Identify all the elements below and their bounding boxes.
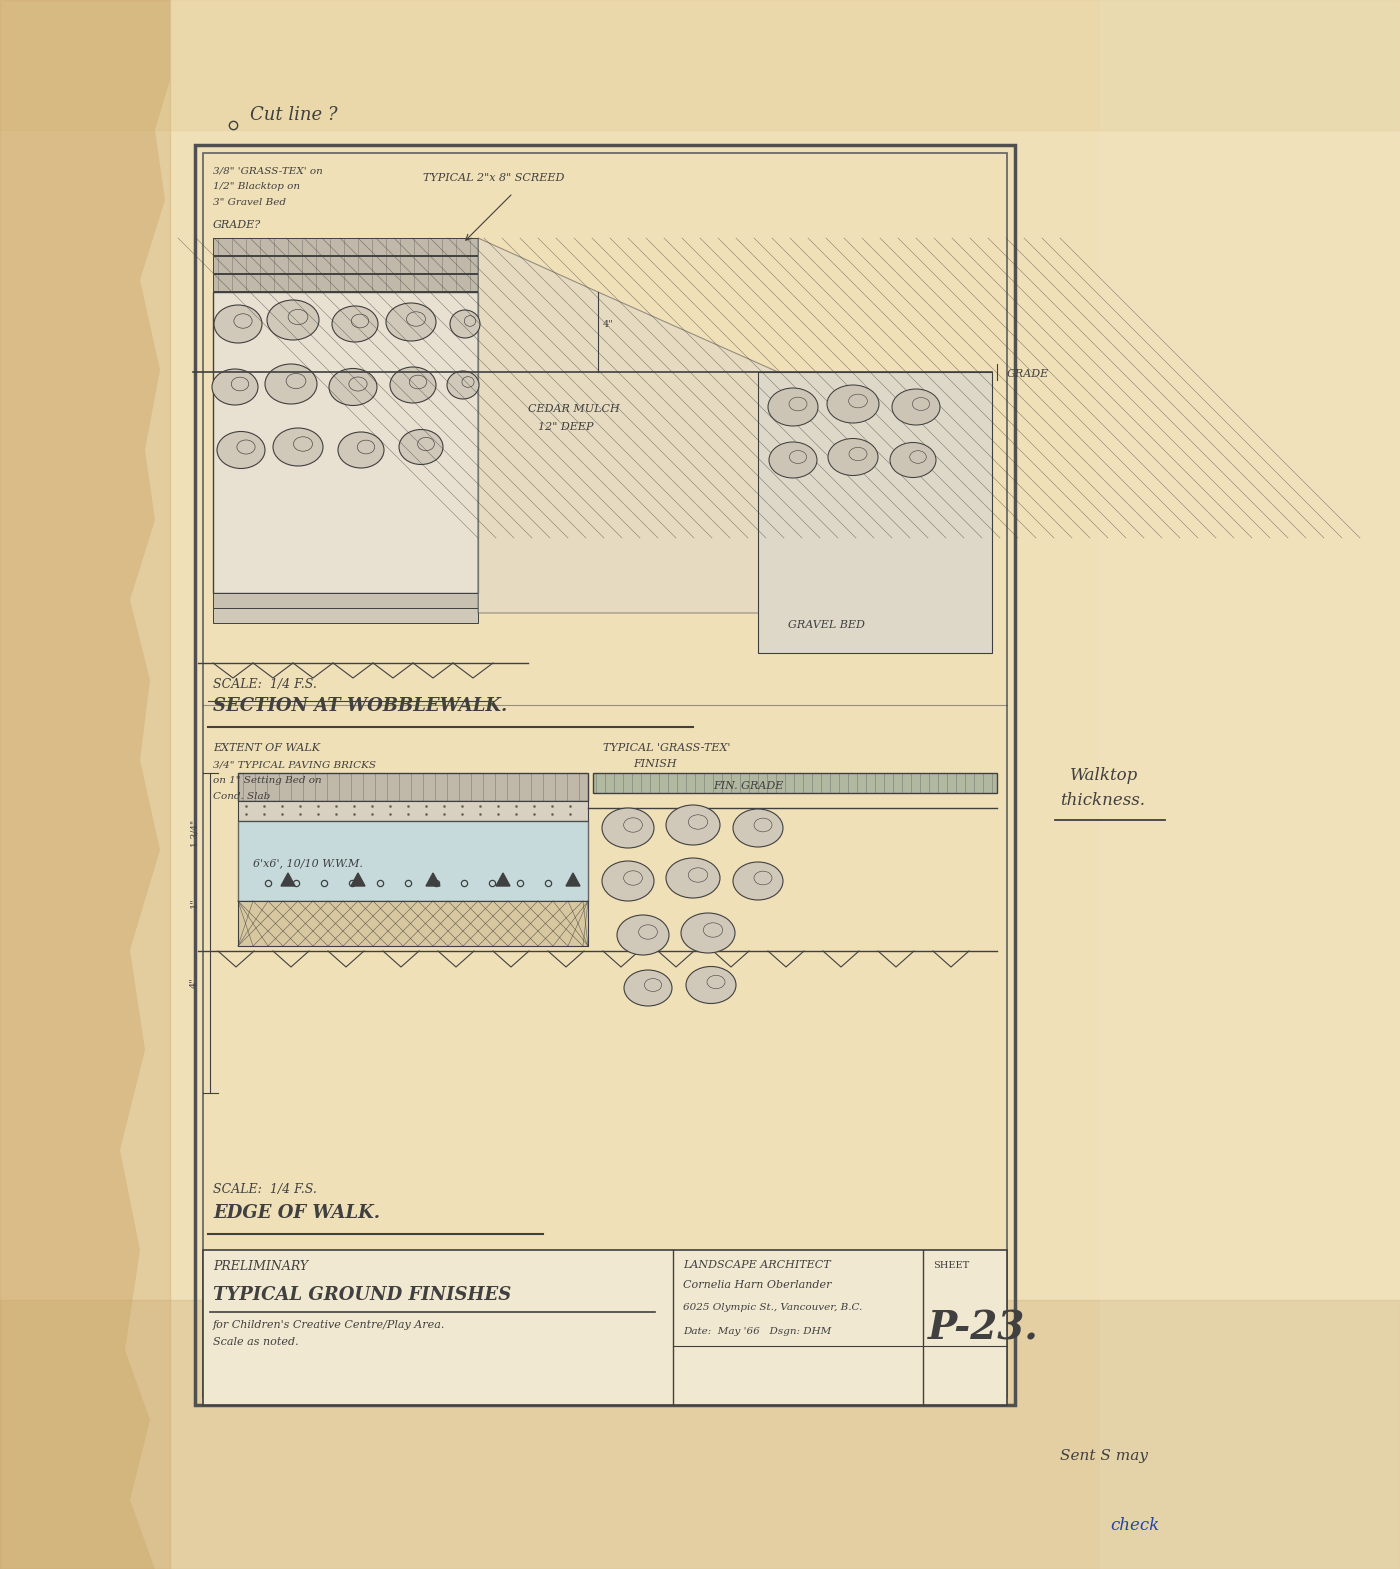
Text: Sent S may: Sent S may	[1060, 1450, 1148, 1462]
Bar	[0, 0, 169, 1569]
Bar	[203, 1250, 1007, 1404]
Bar	[213, 256, 477, 273]
Bar	[213, 593, 477, 609]
Text: check: check	[1110, 1517, 1159, 1534]
Text: EXTENT OF WALK: EXTENT OF WALK	[213, 744, 321, 753]
Text: Scale as noted.: Scale as noted.	[213, 1337, 298, 1348]
Text: TYPICAL 2"x 8" SCREED: TYPICAL 2"x 8" SCREED	[423, 173, 564, 184]
Text: FINISH: FINISH	[633, 759, 676, 769]
Text: LANDSCAPE ARCHITECT: LANDSCAPE ARCHITECT	[683, 1260, 830, 1269]
Text: on 1" Setting Bed on: on 1" Setting Bed on	[213, 777, 322, 784]
Ellipse shape	[666, 858, 720, 897]
Ellipse shape	[217, 431, 265, 469]
Bar	[238, 802, 588, 821]
Ellipse shape	[890, 442, 937, 477]
Bar	[0, 1301, 1400, 1569]
Text: for Children's Creative Centre/Play Area.: for Children's Creative Centre/Play Area…	[213, 1320, 445, 1331]
Ellipse shape	[265, 364, 316, 403]
Ellipse shape	[734, 810, 783, 847]
Ellipse shape	[273, 428, 323, 466]
Text: SCALE:  1/4 F.S.: SCALE: 1/4 F.S.	[213, 678, 316, 690]
Polygon shape	[566, 872, 580, 886]
Text: FIN. GRADE: FIN. GRADE	[713, 781, 784, 791]
Text: GRADE?: GRADE?	[213, 220, 262, 231]
Text: Cornelia Harn Oberlander: Cornelia Harn Oberlander	[683, 1280, 832, 1290]
Text: 3/8" 'GRASS-TEX' on: 3/8" 'GRASS-TEX' on	[213, 166, 323, 176]
Polygon shape	[426, 872, 440, 886]
Polygon shape	[477, 238, 778, 613]
Text: Date:  May '66   Dsgn: DHM: Date: May '66 Dsgn: DHM	[683, 1327, 832, 1335]
Ellipse shape	[617, 915, 669, 956]
Text: TYPICAL GROUND FINISHES: TYPICAL GROUND FINISHES	[213, 1287, 511, 1304]
Bar	[757, 372, 993, 653]
Bar	[594, 774, 997, 792]
Text: GRAVEL BED: GRAVEL BED	[788, 620, 865, 631]
Ellipse shape	[624, 970, 672, 1006]
Text: SECTION AT WOBBLEWALK.: SECTION AT WOBBLEWALK.	[213, 697, 507, 715]
Text: 1/2" Blacktop on: 1/2" Blacktop on	[213, 182, 300, 191]
Text: thickness.: thickness.	[1060, 792, 1145, 810]
Ellipse shape	[337, 431, 384, 468]
Bar	[203, 154, 1007, 1396]
Text: SHEET: SHEET	[932, 1261, 969, 1269]
Ellipse shape	[827, 438, 878, 475]
Ellipse shape	[686, 967, 736, 1004]
Ellipse shape	[386, 303, 435, 340]
Bar	[213, 275, 477, 290]
Ellipse shape	[769, 442, 818, 479]
Text: 6025 Olympic St., Vancouver, B.C.: 6025 Olympic St., Vancouver, B.C.	[683, 1302, 862, 1312]
Ellipse shape	[214, 304, 262, 344]
Bar	[213, 292, 477, 593]
Text: 12" DEEP: 12" DEEP	[538, 422, 594, 431]
Ellipse shape	[329, 369, 377, 405]
Bar	[0, 0, 1400, 130]
Ellipse shape	[211, 369, 258, 405]
Text: PRELIMINARY: PRELIMINARY	[213, 1260, 308, 1272]
Text: Cond. Slab: Cond. Slab	[213, 792, 270, 802]
Ellipse shape	[399, 430, 442, 464]
Text: Walktop: Walktop	[1070, 767, 1138, 784]
Text: EDGE OF WALK.: EDGE OF WALK.	[213, 1203, 379, 1222]
Bar	[195, 144, 1015, 1404]
Text: CEDAR MULCH: CEDAR MULCH	[528, 403, 620, 414]
Ellipse shape	[602, 808, 654, 847]
Bar	[238, 901, 588, 946]
Ellipse shape	[892, 389, 939, 425]
Ellipse shape	[449, 311, 480, 337]
Text: TYPICAL 'GRASS-TEX': TYPICAL 'GRASS-TEX'	[603, 744, 731, 753]
Ellipse shape	[391, 367, 435, 403]
Text: 3/4" TYPICAL PAVING BRICKS: 3/4" TYPICAL PAVING BRICKS	[213, 759, 377, 769]
Ellipse shape	[332, 306, 378, 342]
Ellipse shape	[680, 913, 735, 952]
Text: 3" Gravel Bed: 3" Gravel Bed	[213, 198, 286, 207]
Polygon shape	[281, 872, 295, 886]
Text: SCALE:  1/4 F.S.: SCALE: 1/4 F.S.	[213, 1183, 316, 1196]
Text: GRADE: GRADE	[1007, 369, 1049, 380]
Text: 4": 4"	[603, 320, 613, 329]
Bar	[238, 774, 588, 802]
Text: P-23.: P-23.	[928, 1310, 1039, 1348]
Ellipse shape	[769, 388, 818, 427]
Polygon shape	[351, 872, 365, 886]
Text: 1": 1"	[190, 897, 199, 908]
Ellipse shape	[602, 861, 654, 901]
Bar	[1100, 0, 1400, 1569]
Text: Cut line ?: Cut line ?	[251, 107, 337, 124]
Polygon shape	[0, 0, 169, 1569]
Ellipse shape	[827, 384, 879, 424]
Bar	[238, 821, 588, 901]
Ellipse shape	[447, 370, 479, 399]
Text: 6'x6', 10/10 W.W.M.: 6'x6', 10/10 W.W.M.	[253, 858, 363, 868]
Bar	[213, 238, 477, 256]
Ellipse shape	[734, 861, 783, 901]
Bar	[213, 609, 477, 623]
Text: 4": 4"	[190, 977, 199, 988]
Polygon shape	[496, 872, 510, 886]
Ellipse shape	[267, 300, 319, 340]
Text: 1 3/4": 1 3/4"	[190, 819, 199, 847]
Ellipse shape	[666, 805, 720, 846]
